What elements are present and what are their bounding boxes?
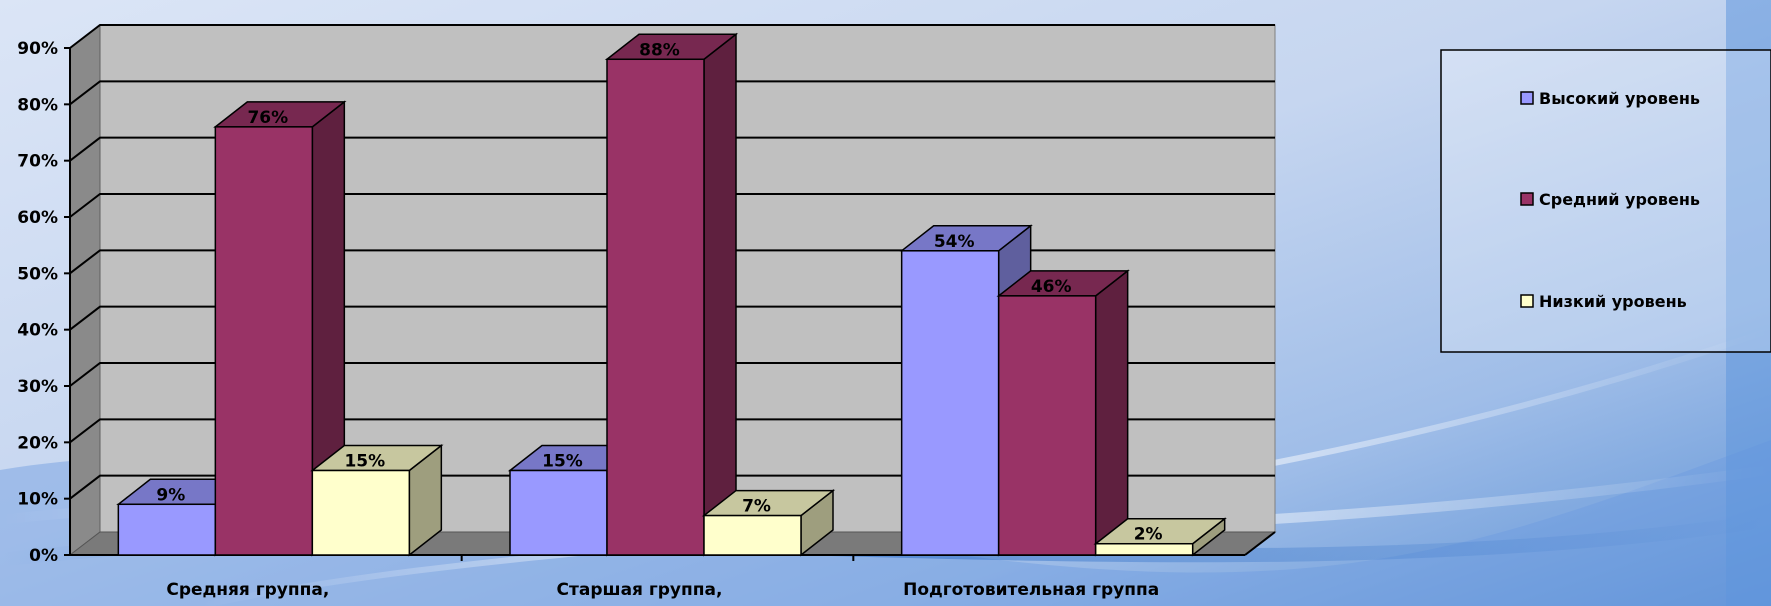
bar-front	[900, 250, 1000, 556]
category-label: Средняя группа,	[166, 580, 329, 600]
data-label: 9%	[156, 485, 185, 505]
data-label: 54%	[934, 232, 975, 252]
bar-front	[214, 126, 314, 556]
y-tick-label: 80%	[17, 95, 58, 115]
y-tick-label: 60%	[17, 208, 58, 228]
legend-entry: Низкий уровень	[1539, 292, 1687, 311]
gridline	[69, 136, 1275, 162]
y-tick-label: 0%	[29, 546, 58, 566]
legend-swatch	[1520, 294, 1534, 308]
side-wall	[69, 23, 101, 557]
bar-front	[509, 469, 608, 556]
data-label: 76%	[247, 108, 288, 128]
y-tick-label: 90%	[17, 39, 58, 59]
bar-front	[606, 58, 705, 556]
bar	[213, 100, 347, 557]
bar	[701, 489, 836, 557]
legend-swatch	[1520, 91, 1534, 105]
bar-front	[311, 469, 411, 556]
gridline	[69, 418, 1275, 444]
legend-entry: Высокий уровень	[1539, 89, 1700, 108]
legend-entry: Средний уровень	[1539, 190, 1700, 209]
gridline	[69, 193, 1275, 218]
data-label: 2%	[1134, 525, 1163, 545]
bar-front	[703, 514, 802, 556]
bar-side	[1094, 269, 1129, 557]
y-tick-label: 70%	[17, 152, 58, 172]
data-label: 46%	[1031, 277, 1072, 297]
y-tick-label: 40%	[17, 321, 58, 341]
gridline	[69, 305, 1275, 331]
bar-front	[1094, 542, 1194, 556]
data-label: 15%	[344, 452, 385, 472]
data-label: 88%	[639, 40, 680, 60]
bar	[1093, 517, 1227, 557]
bar-front	[997, 295, 1097, 556]
legend: Высокий уровень Средний уровень Низкий уро…	[1440, 49, 1771, 353]
bar-side	[703, 32, 737, 557]
y-tick-label: 10%	[17, 490, 58, 510]
category-label: Старшая группа,	[557, 580, 723, 600]
gridline	[69, 249, 1275, 275]
bar	[996, 269, 1130, 557]
x-axis: Средняя группа, Старшая группа, Подготовит…	[166, 555, 1159, 600]
bar	[604, 32, 739, 557]
y-tick-label: 20%	[17, 433, 58, 453]
data-labels: 9% 76% 15% 15% 88% 7% 54% 46% 2%	[156, 40, 1162, 544]
bars	[116, 32, 1227, 557]
y-tick-label: 30%	[17, 377, 58, 397]
data-label: 15%	[542, 452, 583, 472]
legend-swatch	[1520, 192, 1534, 206]
data-label: 7%	[742, 497, 771, 517]
bar	[310, 443, 444, 557]
gridline	[69, 80, 1275, 106]
bar-front	[117, 503, 217, 556]
floor-edge	[1244, 531, 1276, 556]
gridline	[69, 362, 1275, 387]
gridline	[69, 474, 1275, 500]
legend-box	[1440, 49, 1771, 353]
gridline	[69, 24, 1275, 49]
category-label: Подготовительная группа	[903, 580, 1159, 600]
y-tick-label: 50%	[17, 264, 58, 284]
